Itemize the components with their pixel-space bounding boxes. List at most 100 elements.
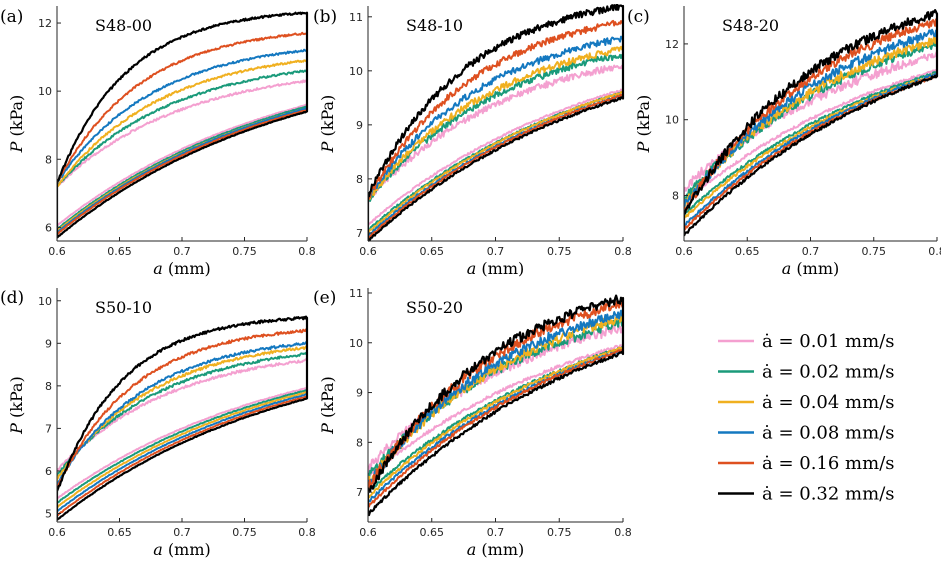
plot-data xyxy=(57,315,309,521)
panel-title: S48-20 xyxy=(722,16,779,35)
y-tick-label: 7 xyxy=(356,227,363,240)
x-tick-label: 0.6 xyxy=(48,245,66,258)
series-line xyxy=(368,4,625,242)
x-tick-label: 0.7 xyxy=(802,245,820,258)
y-axis-label: P (kPa) xyxy=(7,95,26,154)
x-axis-label: a (mm) xyxy=(467,259,524,278)
x-tick-label: 0.6 xyxy=(359,526,377,539)
legend-item: ȧ = 0.16 mm/s xyxy=(718,453,895,474)
legend-label: ȧ = 0.32 mm/s xyxy=(762,484,895,505)
plot-data xyxy=(368,294,625,517)
panel-letter: (e) xyxy=(313,288,336,308)
chart-panel: 0.6 0.65 0.7 0.75 0.8 7 8 9 10 11 a (mm) P (kPa) (e)… xyxy=(313,287,632,559)
chart-panel: 0.6 0.65 0.7 0.75 0.8 6 8 10 12 a (mm) P (kPa) (a) S… xyxy=(0,6,316,278)
y-tick-label: 8 xyxy=(356,436,363,449)
panel-title: S48-00 xyxy=(95,16,152,35)
x-tick-label: 0.65 xyxy=(107,526,132,539)
chart-panel: 0.6 0.65 0.7 0.75 0.8 7 8 9 10 11 a (mm) P (kPa) (b)… xyxy=(313,4,632,278)
y-tick-label: 8 xyxy=(45,153,52,166)
panel-letter: (b) xyxy=(313,7,337,27)
plot-data xyxy=(368,4,625,242)
y-tick-label: 12 xyxy=(38,17,52,30)
x-tick-label: 0.8 xyxy=(928,245,941,258)
x-tick-label: 0.7 xyxy=(487,526,505,539)
y-tick-label: 10 xyxy=(38,85,52,98)
y-tick-label: 7 xyxy=(356,486,363,499)
y-tick-label: 9 xyxy=(45,337,52,350)
y-tick-label: 10 xyxy=(38,295,52,308)
y-tick-label: 8 xyxy=(672,190,679,203)
y-tick-label: 11 xyxy=(349,11,363,24)
x-tick-label: 0.75 xyxy=(547,245,572,258)
legend-item: ȧ = 0.02 mm/s xyxy=(718,362,895,383)
series-line xyxy=(57,11,309,239)
x-tick-label: 0.7 xyxy=(173,526,191,539)
legend: ȧ = 0.01 mm/s ȧ = 0.02 mm/s ȧ = 0.04 mm/s ȧ… xyxy=(718,331,895,505)
x-tick-label: 0.75 xyxy=(232,245,257,258)
series-line xyxy=(57,315,309,521)
x-tick-label: 0.65 xyxy=(735,245,760,258)
legend-label: ȧ = 0.01 mm/s xyxy=(762,331,895,352)
panel-letter: (c) xyxy=(627,7,650,27)
x-tick-label: 0.6 xyxy=(48,526,66,539)
panel-title: S48-10 xyxy=(406,16,463,35)
x-tick-label: 0.8 xyxy=(614,245,632,258)
y-tick-label: 6 xyxy=(45,221,52,234)
x-tick-label: 0.6 xyxy=(359,245,377,258)
legend-label: ȧ = 0.16 mm/s xyxy=(762,453,895,474)
legend-label: ȧ = 0.08 mm/s xyxy=(762,423,895,444)
y-tick-label: 8 xyxy=(45,380,52,393)
x-tick-label: 0.65 xyxy=(420,526,445,539)
series-line xyxy=(57,341,308,513)
plot-data xyxy=(57,11,309,239)
x-tick-label: 0.75 xyxy=(547,526,572,539)
series-line xyxy=(684,9,939,237)
series-line xyxy=(368,294,625,517)
x-axis-label: a (mm) xyxy=(782,259,839,278)
y-tick-label: 9 xyxy=(356,387,363,400)
y-tick-label: 9 xyxy=(356,119,363,132)
panel-letter: (a) xyxy=(0,7,23,27)
legend-item: ȧ = 0.04 mm/s xyxy=(718,392,895,413)
x-tick-label: 0.7 xyxy=(487,245,505,258)
panel-title: S50-10 xyxy=(95,298,152,317)
panel-letter: (d) xyxy=(0,288,24,308)
x-tick-label: 0.75 xyxy=(232,526,257,539)
series-line xyxy=(57,328,308,517)
x-tick-label: 0.65 xyxy=(107,245,132,258)
panel-title: S50-20 xyxy=(406,298,463,317)
y-tick-label: 7 xyxy=(45,422,52,435)
y-tick-label: 12 xyxy=(665,38,679,51)
y-axis-label: P (kPa) xyxy=(7,376,26,435)
legend-label: ȧ = 0.02 mm/s xyxy=(762,362,895,383)
x-tick-label: 0.8 xyxy=(298,245,316,258)
chart-panel: 0.6 0.65 0.7 0.75 0.8 5 6 7 8 9 10 a (mm) P (kPa) (d)… xyxy=(0,288,316,559)
x-axis-label: a (mm) xyxy=(153,259,210,278)
y-tick-label: 10 xyxy=(349,65,363,78)
y-tick-label: 8 xyxy=(356,173,363,186)
legend-item: ȧ = 0.01 mm/s xyxy=(718,331,895,352)
y-tick-label: 6 xyxy=(45,465,52,478)
legend-label: ȧ = 0.04 mm/s xyxy=(762,392,895,413)
x-tick-label: 0.8 xyxy=(298,526,316,539)
y-axis-label: P (kPa) xyxy=(634,95,653,154)
x-tick-label: 0.65 xyxy=(420,245,445,258)
plot-data xyxy=(684,9,939,237)
x-axis-label: a (mm) xyxy=(153,540,210,559)
x-tick-label: 0.6 xyxy=(675,245,693,258)
y-tick-label: 5 xyxy=(45,507,52,520)
y-axis-label: P (kPa) xyxy=(318,95,337,154)
legend-item: ȧ = 0.32 mm/s xyxy=(718,484,895,505)
y-axis-label: P (kPa) xyxy=(318,376,337,435)
y-tick-label: 11 xyxy=(349,287,363,300)
x-tick-label: 0.8 xyxy=(614,526,632,539)
x-axis-label: a (mm) xyxy=(467,540,524,559)
legend-item: ȧ = 0.08 mm/s xyxy=(718,423,895,444)
y-tick-label: 10 xyxy=(665,114,679,127)
chart-panel: 0.6 0.65 0.7 0.75 0.8 8 10 12 a (mm) P (kPa) (c) S4… xyxy=(627,6,941,278)
x-tick-label: 0.7 xyxy=(173,245,191,258)
x-tick-label: 0.75 xyxy=(862,245,887,258)
y-tick-label: 10 xyxy=(349,337,363,350)
